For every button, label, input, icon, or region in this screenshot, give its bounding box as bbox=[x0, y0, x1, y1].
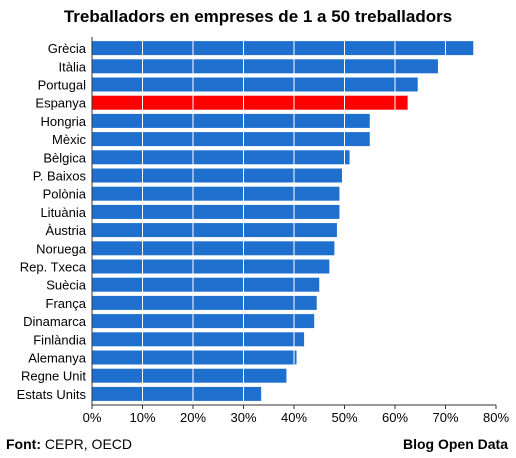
category-label-18: Regne Unit bbox=[21, 369, 86, 384]
source-label: Font: bbox=[6, 436, 41, 452]
x-tick-label-0: 0% bbox=[83, 410, 102, 425]
category-label-7: P. Baixos bbox=[33, 169, 87, 184]
bar-2 bbox=[92, 77, 418, 92]
category-label-3: Espanya bbox=[35, 96, 86, 111]
x-tick-label-6: 60% bbox=[382, 410, 408, 425]
category-label-4: Hongria bbox=[40, 114, 86, 129]
category-label-0: Grècia bbox=[48, 41, 87, 56]
source-text: CEPR, OECD bbox=[40, 436, 132, 452]
category-label-8: Polònia bbox=[43, 187, 87, 202]
bar-chart: Grècia Itàlia Portugal Espanya Hongria Mèxic B… bbox=[17, 37, 509, 425]
bar-0 bbox=[92, 41, 474, 56]
category-label-14: França bbox=[46, 296, 87, 311]
category-label-15: Dinamarca bbox=[23, 314, 87, 329]
x-tick-label-4: 40% bbox=[281, 410, 307, 425]
bar-8 bbox=[92, 186, 340, 201]
bar-13 bbox=[92, 277, 320, 292]
category-label-16: Finlàndia bbox=[33, 332, 87, 347]
category-label-6: Bèlgica bbox=[43, 150, 86, 165]
bar-11 bbox=[92, 241, 335, 256]
category-label-11: Noruega bbox=[36, 241, 87, 256]
x-tick-label-3: 30% bbox=[230, 410, 256, 425]
x-tick-label-1: 10% bbox=[129, 410, 155, 425]
category-label-19: Estats Units bbox=[17, 387, 87, 402]
chart-title: Treballadors en empreses de 1 a 50 treba… bbox=[63, 7, 453, 26]
category-label-5: Mèxic bbox=[52, 132, 86, 147]
source-note: Font: CEPR, OECD bbox=[6, 436, 132, 452]
bar-1 bbox=[92, 59, 438, 74]
x-tick-label-7: 70% bbox=[432, 410, 458, 425]
x-tick-label-2: 20% bbox=[180, 410, 206, 425]
bar-7 bbox=[92, 168, 342, 183]
category-label-17: Alemanya bbox=[28, 351, 87, 366]
category-label-13: Suècia bbox=[46, 278, 87, 293]
bar-4 bbox=[92, 113, 370, 128]
bar-3 bbox=[92, 95, 408, 110]
category-label-10: Àustria bbox=[46, 223, 87, 238]
x-tick-label-5: 50% bbox=[331, 410, 357, 425]
bar-19 bbox=[92, 386, 262, 401]
category-label-12: Rep. Txeca bbox=[20, 260, 87, 275]
bar-6 bbox=[92, 150, 350, 165]
bar-15 bbox=[92, 314, 315, 329]
x-tick-label-8: 80% bbox=[483, 410, 509, 425]
category-label-1: Itàlia bbox=[59, 59, 87, 74]
bar-14 bbox=[92, 295, 317, 310]
bar-16 bbox=[92, 332, 305, 347]
bar-5 bbox=[92, 132, 370, 147]
bar-10 bbox=[92, 223, 337, 238]
bar-17 bbox=[92, 350, 297, 365]
bar-12 bbox=[92, 259, 330, 274]
category-label-9: Lituània bbox=[40, 205, 86, 220]
bar-9 bbox=[92, 204, 340, 219]
brand-label: Blog Open Data bbox=[402, 436, 508, 452]
bar-18 bbox=[92, 368, 287, 383]
category-label-2: Portugal bbox=[38, 78, 87, 93]
